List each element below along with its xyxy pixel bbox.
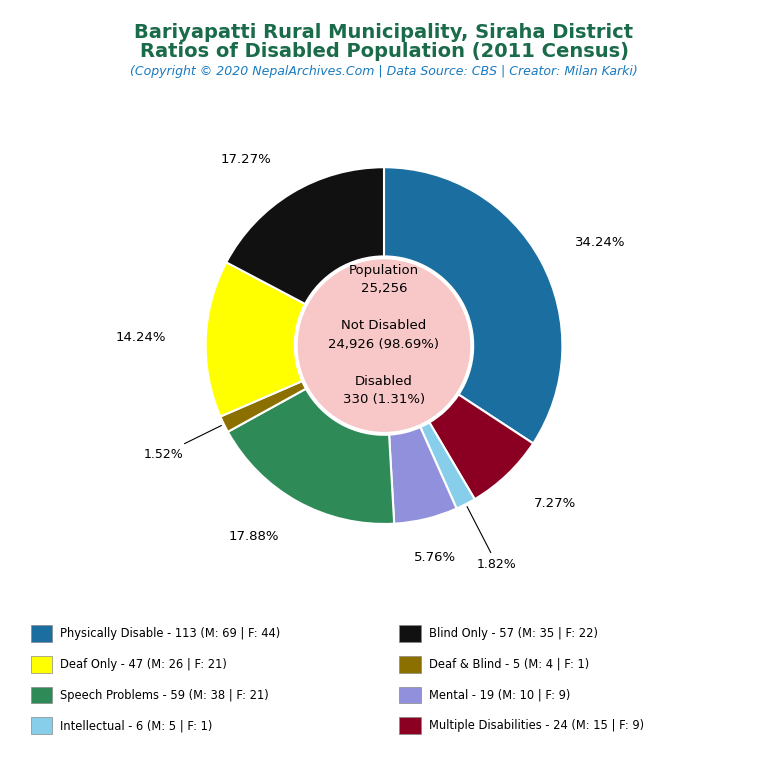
Text: 5.76%: 5.76% xyxy=(414,551,456,564)
Text: Deaf & Blind - 5 (M: 4 | F: 1): Deaf & Blind - 5 (M: 4 | F: 1) xyxy=(429,658,589,670)
Text: Physically Disable - 113 (M: 69 | F: 44): Physically Disable - 113 (M: 69 | F: 44) xyxy=(60,627,280,640)
Text: (Copyright © 2020 NepalArchives.Com | Data Source: CBS | Creator: Milan Karki): (Copyright © 2020 NepalArchives.Com | Da… xyxy=(130,65,638,78)
Text: 17.27%: 17.27% xyxy=(221,153,272,166)
Text: 17.88%: 17.88% xyxy=(228,530,279,543)
Text: Mental - 19 (M: 10 | F: 9): Mental - 19 (M: 10 | F: 9) xyxy=(429,689,570,701)
Text: 1.82%: 1.82% xyxy=(467,507,517,571)
Text: 1.52%: 1.52% xyxy=(143,425,221,461)
Text: 34.24%: 34.24% xyxy=(575,236,626,249)
Wedge shape xyxy=(227,167,384,304)
Text: Speech Problems - 59 (M: 38 | F: 21): Speech Problems - 59 (M: 38 | F: 21) xyxy=(60,689,269,701)
Text: 14.24%: 14.24% xyxy=(116,331,167,344)
Text: Ratios of Disabled Population (2011 Census): Ratios of Disabled Population (2011 Cens… xyxy=(140,42,628,61)
Circle shape xyxy=(299,260,469,431)
Wedge shape xyxy=(389,427,457,524)
Wedge shape xyxy=(384,167,562,443)
Wedge shape xyxy=(220,381,306,432)
Text: Population
25,256

Not Disabled
24,926 (98.69%)

Disabled
330 (1.31%): Population 25,256 Not Disabled 24,926 (9… xyxy=(329,263,439,406)
Wedge shape xyxy=(228,389,394,524)
Text: Blind Only - 57 (M: 35 | F: 22): Blind Only - 57 (M: 35 | F: 22) xyxy=(429,627,598,640)
Text: Multiple Disabilities - 24 (M: 15 | F: 9): Multiple Disabilities - 24 (M: 15 | F: 9… xyxy=(429,720,644,732)
Wedge shape xyxy=(206,263,305,416)
Text: Deaf Only - 47 (M: 26 | F: 21): Deaf Only - 47 (M: 26 | F: 21) xyxy=(60,658,227,670)
Text: Bariyapatti Rural Municipality, Siraha District: Bariyapatti Rural Municipality, Siraha D… xyxy=(134,23,634,42)
Text: Intellectual - 6 (M: 5 | F: 1): Intellectual - 6 (M: 5 | F: 1) xyxy=(60,720,212,732)
Wedge shape xyxy=(429,395,533,499)
Wedge shape xyxy=(420,422,475,508)
Text: 7.27%: 7.27% xyxy=(535,497,577,509)
